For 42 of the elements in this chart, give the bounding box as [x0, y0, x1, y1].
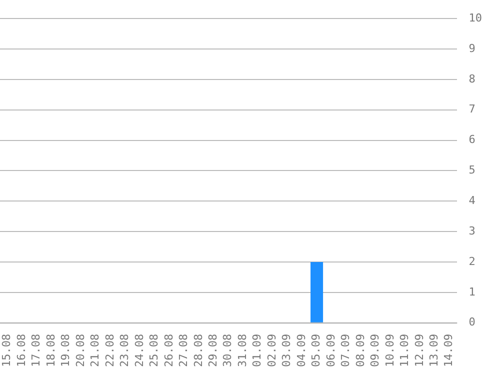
- x-tick-label: 07.09: [339, 334, 352, 368]
- x-tick-label: 06.09: [324, 334, 338, 368]
- y-tick-label: 7: [468, 102, 476, 116]
- x-tick-label: 15.08: [0, 334, 14, 368]
- x-tick-label: 28.08: [192, 334, 205, 368]
- x-tick-label: 03.09: [280, 334, 294, 368]
- x-tick-label: 17.08: [30, 334, 43, 368]
- x-tick-label: 22.08: [103, 334, 116, 368]
- y-tick-label: 5: [468, 164, 476, 177]
- x-tick-label: 25.08: [148, 334, 161, 368]
- y-tick-label: 4: [468, 194, 476, 208]
- x-tick-label: 19.08: [59, 334, 72, 368]
- x-tick-label: 01.09: [250, 334, 264, 368]
- y-tick-label: 9: [468, 42, 476, 55]
- x-tick-label: 21.08: [88, 334, 102, 368]
- x-tick-label: 29.08: [206, 334, 220, 368]
- x-tick-label: 11.09: [398, 334, 412, 368]
- x-tick-label: 12.09: [412, 334, 426, 368]
- x-tick-label: 02.09: [265, 334, 278, 368]
- x-tick-label: 20.08: [74, 334, 87, 368]
- x-tick-label: 08.09: [354, 334, 367, 368]
- x-tick-label: 24.08: [132, 334, 146, 368]
- x-tick-label: 16.08: [14, 334, 28, 368]
- x-tick-label: 14.09: [442, 334, 456, 368]
- y-tick-label: 8: [468, 72, 476, 86]
- x-tick-label: 27.08: [177, 334, 190, 368]
- x-tick-label: 26.08: [162, 334, 176, 368]
- x-tick-label: 13.09: [428, 334, 441, 368]
- y-tick-label: 2: [468, 254, 476, 268]
- x-tick-label: 04.09: [294, 334, 308, 368]
- y-tick-label: 1: [468, 285, 476, 298]
- x-tick-label: 31.08: [236, 334, 249, 368]
- y-tick-label: 10: [468, 11, 482, 24]
- y-tick-label: 0: [468, 316, 476, 329]
- y-tick-label: 6: [468, 133, 476, 146]
- x-tick-label: 09.09: [368, 334, 382, 368]
- x-tick-label: 05.09: [310, 334, 323, 368]
- x-tick-label: 10.09: [383, 334, 396, 368]
- x-tick-label: 23.08: [118, 334, 132, 368]
- y-tick-label: 3: [468, 224, 476, 238]
- x-tick-label: 30.08: [221, 334, 234, 368]
- x-tick-label: 18.08: [44, 334, 58, 368]
